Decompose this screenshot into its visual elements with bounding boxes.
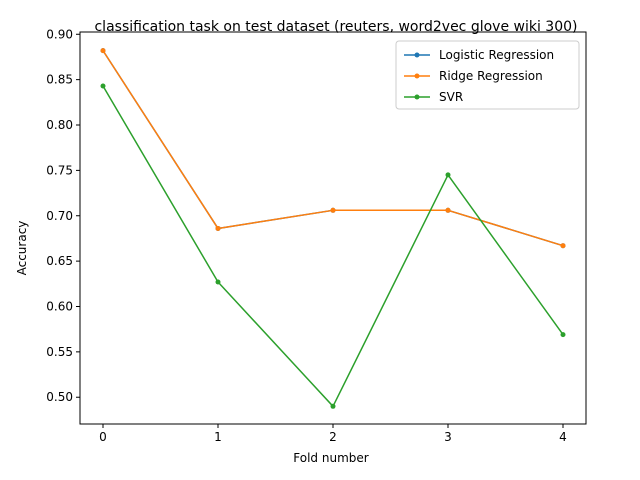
legend-box <box>395 40 580 110</box>
y-tick-label: 0.65 <box>46 254 73 268</box>
plot-frame <box>79 31 587 425</box>
legend-label: Ridge Regression <box>439 69 543 83</box>
legend-label: Logistic Regression <box>439 48 554 62</box>
data-point-svr <box>445 172 451 178</box>
y-tick-label: 0.60 <box>46 299 73 313</box>
legend: Logistic Regression Ridge Regression SVR <box>395 40 580 110</box>
data-point-svr <box>215 279 221 285</box>
data-point-ridge-regression <box>330 207 336 213</box>
legend-marker <box>414 73 420 79</box>
x-axis-label: Fold number <box>293 451 368 465</box>
legend-marker <box>414 94 420 100</box>
plot-series <box>100 48 566 409</box>
data-point-ridge-regression <box>560 243 566 249</box>
y-tick-label: 0.55 <box>46 345 73 359</box>
series-line-svr <box>102 85 564 408</box>
data-point-svr <box>330 403 336 409</box>
y-tick-label: 0.90 <box>46 27 73 41</box>
x-tick-label: 2 <box>329 430 337 444</box>
y-tick-label: 0.75 <box>46 163 73 177</box>
legend-marker <box>414 52 420 58</box>
data-point-svr <box>560 332 566 338</box>
y-tick-label: 0.70 <box>46 209 73 223</box>
data-point-ridge-regression <box>445 207 451 213</box>
y-tick-label: 0.85 <box>46 73 73 87</box>
y-axis-label: Accuracy <box>15 221 29 276</box>
x-tick-label: 3 <box>444 430 452 444</box>
x-tick-label: 1 <box>214 430 222 444</box>
y-tick-label: 0.80 <box>46 118 73 132</box>
data-point-ridge-regression <box>215 225 221 231</box>
legend-label: SVR <box>439 90 463 104</box>
y-axis: 0.50 0.55 0.60 0.65 0.70 0.75 0.80 0.85 0.90 <box>46 27 80 404</box>
chart-title: classification task on test dataset (reu… <box>94 19 577 35</box>
data-point-ridge-regression <box>100 48 106 54</box>
y-tick-label: 0.50 <box>46 390 73 404</box>
x-axis: 0 1 2 3 4 <box>99 424 567 444</box>
data-point-svr <box>100 83 106 89</box>
x-tick-label: 0 <box>99 430 107 444</box>
x-tick-label: 4 <box>559 430 567 444</box>
